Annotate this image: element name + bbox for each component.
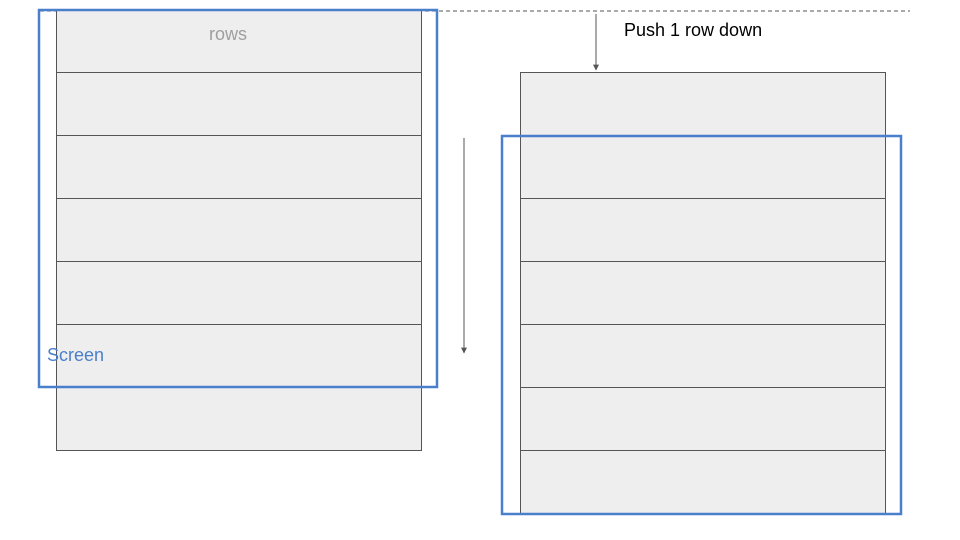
rows-label: rows <box>209 24 248 44</box>
before-row-2 <box>56 72 422 136</box>
before-row-5 <box>56 261 422 325</box>
before-row-4 <box>56 198 422 262</box>
screen-frame-before <box>37 8 439 389</box>
before-row-6 <box>56 324 422 388</box>
after-row-1 <box>520 72 886 136</box>
before-row-7 <box>56 387 422 451</box>
after-row-3 <box>520 198 886 262</box>
after-row-7 <box>520 450 886 514</box>
after-row-6 <box>520 387 886 451</box>
after-row-2 <box>520 135 886 199</box>
before-row-1 <box>56 9 422 73</box>
screen-label: Screen <box>47 345 105 365</box>
after-row-stack <box>520 72 886 514</box>
push-one-row-down-label: Push 1 row down <box>624 20 763 40</box>
before-row-3 <box>56 135 422 199</box>
before-row-stack <box>56 9 422 451</box>
screen-frame-after <box>500 134 903 516</box>
after-row-5 <box>520 324 886 388</box>
after-row-4 <box>520 261 886 325</box>
